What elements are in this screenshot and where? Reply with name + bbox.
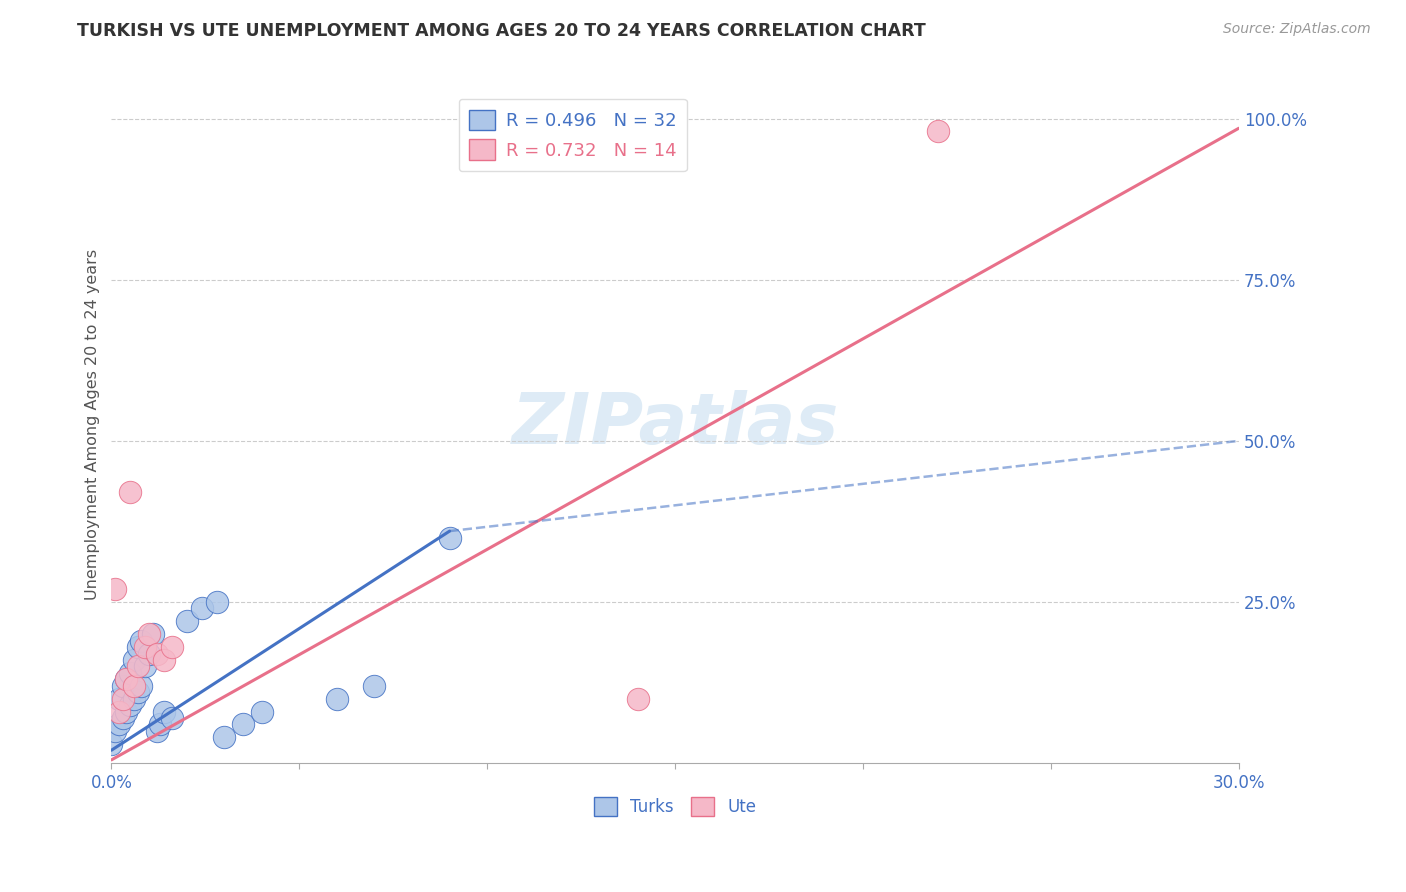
Point bbox=[138, 627, 160, 641]
Point bbox=[108, 717, 131, 731]
Point bbox=[134, 659, 156, 673]
Point bbox=[232, 717, 254, 731]
Point bbox=[131, 633, 153, 648]
Point bbox=[153, 653, 176, 667]
Point bbox=[122, 691, 145, 706]
Point bbox=[111, 679, 134, 693]
Point bbox=[108, 691, 131, 706]
Text: TURKISH VS UTE UNEMPLOYMENT AMONG AGES 20 TO 24 YEARS CORRELATION CHART: TURKISH VS UTE UNEMPLOYMENT AMONG AGES 2… bbox=[77, 22, 927, 40]
Text: ZIPatlas: ZIPatlas bbox=[512, 390, 839, 459]
Point bbox=[131, 679, 153, 693]
Point bbox=[145, 647, 167, 661]
Point bbox=[138, 647, 160, 661]
Point bbox=[100, 737, 122, 751]
Point bbox=[115, 673, 138, 687]
Point bbox=[108, 705, 131, 719]
Point bbox=[250, 705, 273, 719]
Point bbox=[115, 673, 138, 687]
Point bbox=[626, 691, 648, 706]
Point bbox=[363, 679, 385, 693]
Point bbox=[326, 691, 349, 706]
Point bbox=[439, 531, 461, 545]
Point bbox=[160, 711, 183, 725]
Point bbox=[142, 627, 165, 641]
Point bbox=[120, 665, 142, 680]
Point bbox=[104, 582, 127, 596]
Point bbox=[205, 595, 228, 609]
Point bbox=[190, 601, 212, 615]
Point bbox=[153, 705, 176, 719]
Point bbox=[111, 691, 134, 706]
Point bbox=[149, 717, 172, 731]
Point bbox=[122, 653, 145, 667]
Point bbox=[927, 124, 949, 138]
Point bbox=[122, 679, 145, 693]
Point bbox=[127, 659, 149, 673]
Point bbox=[160, 640, 183, 654]
Point bbox=[111, 711, 134, 725]
Text: Source: ZipAtlas.com: Source: ZipAtlas.com bbox=[1223, 22, 1371, 37]
Point bbox=[134, 640, 156, 654]
Y-axis label: Unemployment Among Ages 20 to 24 years: Unemployment Among Ages 20 to 24 years bbox=[86, 249, 100, 600]
Point bbox=[120, 485, 142, 500]
Point bbox=[127, 640, 149, 654]
Point bbox=[104, 723, 127, 738]
Point bbox=[115, 705, 138, 719]
Point bbox=[120, 698, 142, 712]
Point bbox=[212, 731, 235, 745]
Legend: Turks, Ute: Turks, Ute bbox=[588, 790, 763, 822]
Point bbox=[145, 723, 167, 738]
Point bbox=[127, 685, 149, 699]
Point bbox=[176, 615, 198, 629]
